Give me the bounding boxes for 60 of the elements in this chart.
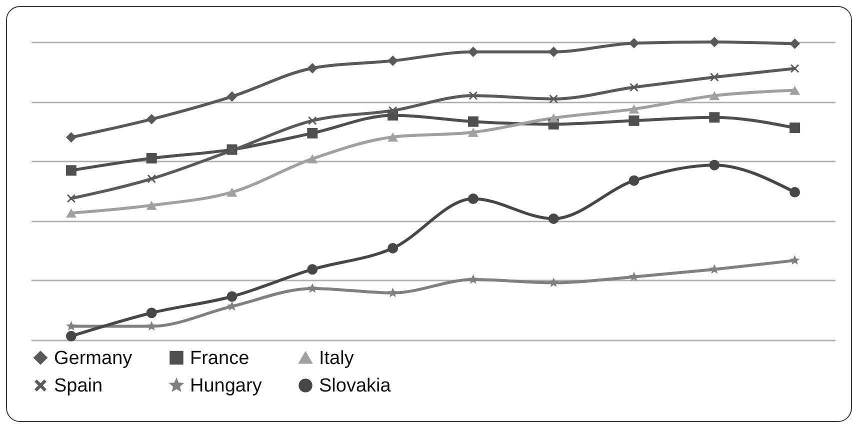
point: [790, 64, 800, 73]
point: [147, 174, 156, 184]
point: [710, 72, 719, 82]
point: [468, 194, 478, 204]
point: [226, 188, 238, 197]
point: [468, 46, 478, 58]
point: [548, 46, 559, 58]
point: [307, 62, 318, 74]
point: [468, 116, 478, 127]
point: [307, 264, 318, 275]
point: [226, 291, 238, 302]
point: [146, 200, 157, 210]
point: [388, 132, 398, 142]
legend-label: Hungary: [190, 376, 262, 396]
point: [388, 56, 398, 66]
point: [548, 113, 559, 123]
point: [709, 91, 720, 100]
point: [146, 308, 157, 318]
point: [307, 283, 318, 293]
point: [146, 321, 157, 331]
point: [66, 330, 76, 342]
point: [468, 91, 478, 100]
legend-label: Germany: [54, 348, 133, 369]
point: [66, 208, 76, 218]
point: [468, 128, 478, 137]
point: [628, 175, 640, 186]
legend-label: Spain: [54, 376, 103, 396]
point: [790, 38, 800, 50]
point: [628, 104, 640, 114]
point: [548, 213, 559, 224]
point: [709, 36, 720, 48]
point: [790, 122, 800, 134]
point: [308, 116, 317, 125]
point: [66, 194, 76, 203]
point: [146, 114, 157, 124]
point: [66, 132, 76, 143]
point: [709, 112, 720, 123]
point: [790, 86, 800, 95]
point: [628, 38, 640, 48]
legend-label: Italy: [319, 348, 354, 369]
point: [388, 288, 398, 298]
legend-label: Slovakia: [319, 376, 392, 396]
point: [468, 274, 478, 284]
point: [628, 115, 640, 126]
point: [307, 128, 318, 138]
point: [388, 242, 398, 254]
point: [307, 154, 318, 164]
legend-label: France: [190, 348, 250, 369]
point: [548, 278, 559, 288]
point: [388, 106, 398, 115]
point: [146, 152, 157, 164]
point: [226, 91, 238, 102]
point: [66, 321, 76, 331]
point: [629, 272, 639, 282]
point: [549, 94, 558, 104]
point: [790, 255, 800, 265]
point: [709, 160, 720, 170]
point: [630, 83, 638, 92]
point: [66, 165, 76, 176]
point: [790, 186, 800, 198]
